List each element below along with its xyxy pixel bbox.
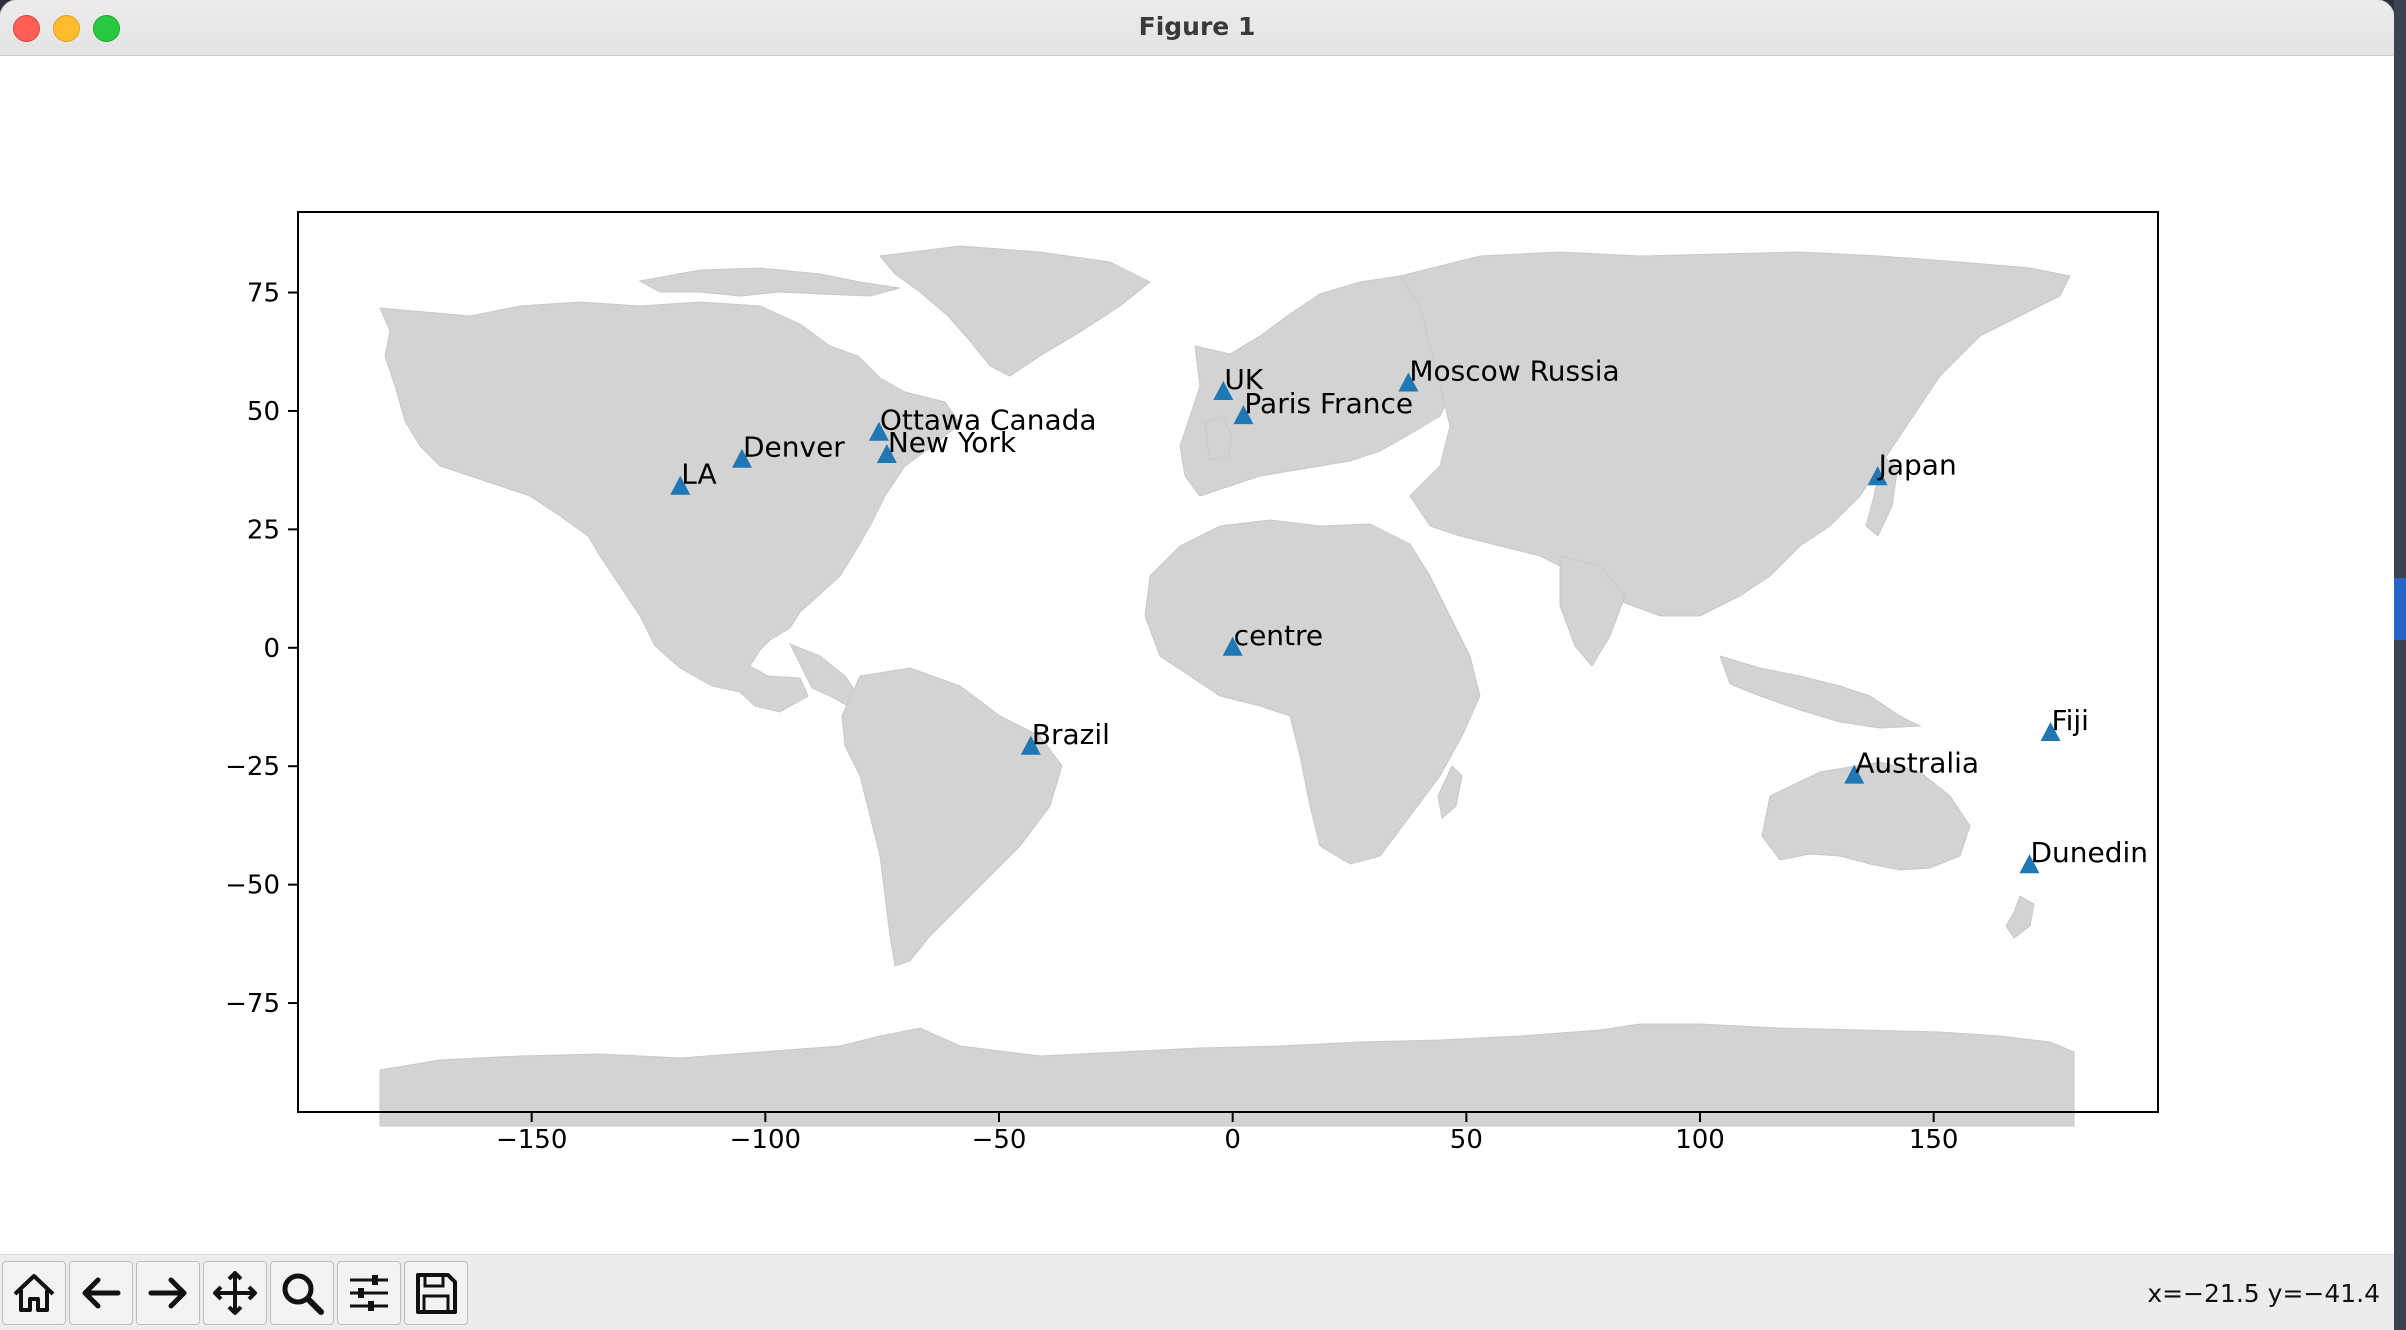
scatter-point-label: Ottawa Canada (880, 404, 1097, 437)
scatter-point-marker (1020, 735, 1041, 755)
land-greenland (879, 245, 1151, 377)
sliders-icon (350, 1275, 388, 1311)
magnifier-icon (282, 1273, 324, 1315)
scatter-point-marker (1844, 764, 1865, 784)
axes-frame-layer (297, 211, 2159, 1113)
window-title: Figure 1 (1138, 12, 1256, 41)
scatter-point-label: centre (1234, 619, 1323, 652)
land-europe (1179, 275, 1451, 497)
scatter-point-marker (876, 444, 897, 463)
land-arctic-islands (638, 267, 901, 297)
y-tick-label: 0 (263, 634, 280, 664)
scatter-point-label: Australia (1855, 747, 1979, 780)
arrow-left-icon (82, 1277, 121, 1309)
home-button[interactable] (2, 1261, 66, 1325)
y-tick-label: 50 (247, 397, 280, 427)
save-button[interactable] (404, 1261, 468, 1325)
scatter-point-label: UK (1224, 363, 1263, 396)
x-tick-label: 0 (1224, 1125, 1241, 1155)
land-north-america (379, 301, 961, 713)
figure-canvas[interactable]: −150 −100 −50 0 50 100 150 75 50 25 0 −25 −50 −75 LA D… (0, 56, 2394, 1254)
land-africa (1144, 519, 1481, 865)
y-tick-label: −75 (225, 989, 280, 1019)
scatter-point-label: Denver (743, 431, 845, 464)
scatter-point-marker (1233, 405, 1254, 425)
scatter-point-marker (1213, 381, 1234, 400)
scatter-point-marker (2040, 722, 2061, 742)
arrow-right-icon (148, 1277, 187, 1309)
home-icon (13, 1274, 55, 1312)
scatter-point-marker (1867, 466, 1888, 486)
world-map-land (379, 245, 2075, 1127)
land-japan (1865, 455, 1899, 537)
floppy-disk-icon (416, 1273, 457, 1314)
scatter-point-marker (670, 475, 691, 495)
axes-frame (297, 211, 2159, 1113)
scatter-point-label: Moscow Russia (1409, 354, 1619, 387)
scatter-point-label: Paris France (1244, 387, 1413, 420)
land-india (1559, 555, 1626, 667)
x-tick-label: 100 (1675, 1125, 1725, 1155)
scatter-point-marker (731, 448, 752, 468)
x-tick-label: −100 (730, 1125, 801, 1155)
zoom-button[interactable] (270, 1261, 334, 1325)
land-new-zealand (2005, 895, 2035, 939)
y-tick-label: −50 (225, 871, 280, 901)
configure-subplots-button[interactable] (337, 1261, 401, 1325)
scatter-point-label: Dunedin (2030, 836, 2148, 869)
back-button[interactable] (69, 1261, 133, 1325)
scatter-point-label: LA (681, 458, 716, 491)
y-tick-label: −25 (225, 752, 280, 782)
land-antarctica (379, 1023, 2075, 1127)
navigation-toolbar: x=−21.5 y=−41.4 (0, 1254, 2394, 1330)
x-tick-label: −50 (972, 1125, 1027, 1155)
forward-button[interactable] (136, 1261, 200, 1325)
zoom-window-button[interactable] (93, 15, 120, 42)
move-icon (213, 1271, 257, 1315)
plot-svg[interactable]: −150 −100 −50 0 50 100 150 75 50 25 0 −25 −50 −75 LA D… (0, 56, 2394, 1254)
land-asia (1399, 251, 2071, 617)
scatter-point-label: Japan (1877, 448, 1957, 481)
pan-button[interactable] (203, 1261, 267, 1325)
background-edge (2394, 0, 2406, 1330)
close-window-button[interactable] (13, 15, 40, 42)
land-se-asia-islands (1719, 655, 1922, 729)
scatter-point-label: Brazil (1032, 718, 1110, 751)
scatter-point-label: Fiji (2052, 704, 2089, 737)
scatter-point-label: New York (888, 426, 1017, 459)
land-australia (1761, 761, 1971, 871)
title-bar[interactable]: Figure 1 (0, 0, 2394, 56)
scatter-point-marker (2019, 854, 2040, 874)
x-tick-label: −150 (496, 1125, 567, 1155)
axes-ticks-layer: −150 −100 −50 0 50 100 150 75 50 25 0 −25 −50 −75 (225, 279, 1958, 1155)
cursor-coordinates: x=−21.5 y=−41.4 (2147, 1279, 2380, 1308)
land-madagascar (1437, 765, 1463, 819)
x-tick-label: 50 (1450, 1125, 1483, 1155)
y-tick-label: 75 (247, 279, 280, 309)
scatter-point-marker (868, 421, 889, 441)
minimize-window-button[interactable] (53, 15, 80, 42)
land-south-america (841, 667, 1063, 967)
x-tick-label: 150 (1909, 1125, 1959, 1155)
land-uk (1204, 415, 1233, 461)
y-tick-label: 25 (247, 515, 280, 545)
scatter-point-marker (1398, 372, 1419, 392)
scatter-point-marker (1222, 636, 1243, 656)
